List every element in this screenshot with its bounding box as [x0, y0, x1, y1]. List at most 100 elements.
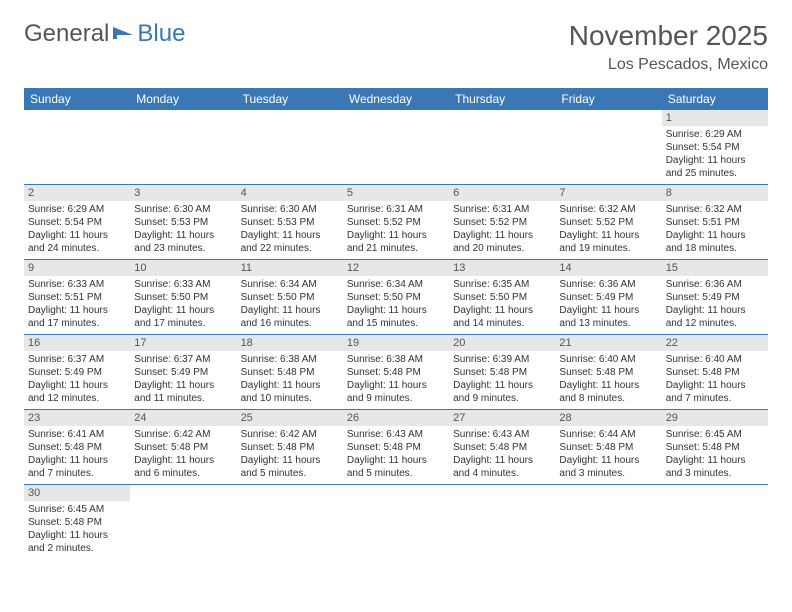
day-info: Sunrise: 6:40 AMSunset: 5:48 PMDaylight:… — [559, 353, 657, 405]
calendar-week-row: 9 Sunrise: 6:33 AMSunset: 5:51 PMDaylight… — [24, 260, 768, 335]
sunset-text: Sunset: 5:48 PM — [28, 516, 126, 529]
daylight-text: Daylight: 11 hours and 2 minutes. — [28, 529, 126, 555]
sunset-text: Sunset: 5:48 PM — [453, 441, 551, 454]
sunrise-text: Sunrise: 6:40 AM — [666, 353, 764, 366]
calendar-day-cell: 3Sunrise: 6:30 AMSunset: 5:53 PMDaylight… — [130, 185, 236, 260]
calendar-day-cell: 29 Sunrise: 6:45 AMSunset: 5:48 PMDayligh… — [662, 410, 768, 485]
sunrise-text: Sunrise: 6:43 AM — [347, 428, 445, 441]
calendar-day-cell: 11Sunrise: 6:34 AMSunset: 5:50 PMDayligh… — [237, 260, 343, 335]
daylight-text: Daylight: 11 hours and 25 minutes. — [666, 154, 764, 180]
calendar-table: SundayMondayTuesdayWednesdayThursdayFrid… — [24, 88, 768, 559]
sunrise-text: Sunrise: 6:44 AM — [559, 428, 657, 441]
day-number: 1 — [662, 110, 768, 126]
day-info: Sunrise: 6:36 AMSunset: 5:49 PMDaylight:… — [559, 278, 657, 330]
day-info: Sunrise: 6:33 AMSunset: 5:51 PMDaylight:… — [28, 278, 126, 330]
calendar-body: 1Sunrise: 6:29 AMSunset: 5:54 PMDaylight… — [24, 110, 768, 559]
day-info: Sunrise: 6:31 AMSunset: 5:52 PMDaylight:… — [347, 203, 445, 255]
weekday-header: Saturday — [662, 88, 768, 110]
day-number: 3 — [130, 185, 236, 201]
calendar-day-cell: 30 Sunrise: 6:45 AMSunset: 5:48 PMDayligh… — [24, 485, 130, 560]
calendar-day-cell: 25Sunrise: 6:42 AMSunset: 5:48 PMDayligh… — [237, 410, 343, 485]
sunrise-text: Sunrise: 6:34 AM — [241, 278, 339, 291]
calendar-day-cell: 28Sunrise: 6:44 AMSunset: 5:48 PMDayligh… — [555, 410, 661, 485]
calendar-day-cell: 17Sunrise: 6:37 AMSunset: 5:49 PMDayligh… — [130, 335, 236, 410]
sunset-text: Sunset: 5:50 PM — [241, 291, 339, 304]
sunrise-text: Sunrise: 6:35 AM — [453, 278, 551, 291]
sunrise-text: Sunrise: 6:36 AM — [666, 278, 764, 291]
sunset-text: Sunset: 5:49 PM — [134, 366, 232, 379]
day-number: 29 — [662, 410, 768, 426]
sunrise-text: Sunrise: 6:32 AM — [559, 203, 657, 216]
weekday-header: Friday — [555, 88, 661, 110]
calendar-day-cell: 2Sunrise: 6:29 AMSunset: 5:54 PMDaylight… — [24, 185, 130, 260]
day-number: 20 — [449, 335, 555, 351]
calendar-week-row: 1 Sunrise: 6:29 AMSunset: 5:54 PMDaylight… — [24, 110, 768, 185]
day-info: Sunrise: 6:39 AMSunset: 5:48 PMDaylight:… — [453, 353, 551, 405]
sunset-text: Sunset: 5:48 PM — [666, 366, 764, 379]
calendar-day-cell: 4Sunrise: 6:30 AMSunset: 5:53 PMDaylight… — [237, 185, 343, 260]
logo-text-2: Blue — [137, 20, 185, 48]
sunset-text: Sunset: 5:48 PM — [453, 366, 551, 379]
day-info: Sunrise: 6:45 AMSunset: 5:48 PMDaylight:… — [666, 428, 764, 480]
calendar-day-cell — [130, 110, 236, 185]
sunrise-text: Sunrise: 6:29 AM — [28, 203, 126, 216]
day-number: 30 — [24, 485, 130, 501]
title-block: November 2025 Los Pescados, Mexico — [569, 20, 768, 74]
calendar-day-cell — [449, 110, 555, 185]
calendar-day-cell: 19 Sunrise: 6:38 AMSunset: 5:48 PMDayligh… — [343, 335, 449, 410]
day-info: Sunrise: 6:33 AMSunset: 5:50 PMDaylight:… — [134, 278, 232, 330]
daylight-text: Daylight: 11 hours and 18 minutes. — [666, 229, 764, 255]
calendar-day-cell: 18 Sunrise: 6:38 AMSunset: 5:48 PMDayligh… — [237, 335, 343, 410]
daylight-text: Daylight: 11 hours and 15 minutes. — [347, 304, 445, 330]
sunset-text: Sunset: 5:48 PM — [559, 366, 657, 379]
daylight-text: Daylight: 11 hours and 14 minutes. — [453, 304, 551, 330]
day-number: 15 — [662, 260, 768, 276]
day-number: 4 — [237, 185, 343, 201]
sunset-text: Sunset: 5:48 PM — [347, 441, 445, 454]
daylight-text: Daylight: 11 hours and 12 minutes. — [28, 379, 126, 405]
sunrise-text: Sunrise: 6:45 AM — [28, 503, 126, 516]
day-info: Sunrise: 6:40 AMSunset: 5:48 PMDaylight:… — [666, 353, 764, 405]
calendar-day-cell — [24, 110, 130, 185]
day-number: 19 — [343, 335, 449, 351]
calendar-week-row: 16Sunrise: 6:37 AMSunset: 5:49 PMDayligh… — [24, 335, 768, 410]
sunrise-text: Sunrise: 6:33 AM — [28, 278, 126, 291]
sunrise-text: Sunrise: 6:31 AM — [453, 203, 551, 216]
day-number: 18 — [237, 335, 343, 351]
sunrise-text: Sunrise: 6:45 AM — [666, 428, 764, 441]
sunset-text: Sunset: 5:49 PM — [666, 291, 764, 304]
daylight-text: Daylight: 11 hours and 17 minutes. — [134, 304, 232, 330]
calendar-day-cell: 13Sunrise: 6:35 AMSunset: 5:50 PMDayligh… — [449, 260, 555, 335]
day-info: Sunrise: 6:44 AMSunset: 5:48 PMDaylight:… — [559, 428, 657, 480]
sunset-text: Sunset: 5:51 PM — [666, 216, 764, 229]
day-info: Sunrise: 6:29 AMSunset: 5:54 PMDaylight:… — [666, 128, 764, 180]
day-number: 5 — [343, 185, 449, 201]
daylight-text: Daylight: 11 hours and 5 minutes. — [347, 454, 445, 480]
day-info: Sunrise: 6:35 AMSunset: 5:50 PMDaylight:… — [453, 278, 551, 330]
sunset-text: Sunset: 5:54 PM — [28, 216, 126, 229]
day-number: 7 — [555, 185, 661, 201]
day-info: Sunrise: 6:38 AMSunset: 5:48 PMDaylight:… — [241, 353, 339, 405]
sunrise-text: Sunrise: 6:42 AM — [241, 428, 339, 441]
daylight-text: Daylight: 11 hours and 7 minutes. — [28, 454, 126, 480]
daylight-text: Daylight: 11 hours and 20 minutes. — [453, 229, 551, 255]
weekday-header: Thursday — [449, 88, 555, 110]
sunrise-text: Sunrise: 6:33 AM — [134, 278, 232, 291]
sunrise-text: Sunrise: 6:30 AM — [134, 203, 232, 216]
calendar-day-cell: 8Sunrise: 6:32 AMSunset: 5:51 PMDaylight… — [662, 185, 768, 260]
day-number: 17 — [130, 335, 236, 351]
daylight-text: Daylight: 11 hours and 10 minutes. — [241, 379, 339, 405]
sunset-text: Sunset: 5:48 PM — [559, 441, 657, 454]
sunset-text: Sunset: 5:50 PM — [347, 291, 445, 304]
day-info: Sunrise: 6:38 AMSunset: 5:48 PMDaylight:… — [347, 353, 445, 405]
day-number: 10 — [130, 260, 236, 276]
sunrise-text: Sunrise: 6:43 AM — [453, 428, 551, 441]
day-number: 9 — [24, 260, 130, 276]
sunrise-text: Sunrise: 6:41 AM — [28, 428, 126, 441]
calendar-day-cell — [555, 485, 661, 560]
sunrise-text: Sunrise: 6:40 AM — [559, 353, 657, 366]
day-number: 21 — [555, 335, 661, 351]
daylight-text: Daylight: 11 hours and 23 minutes. — [134, 229, 232, 255]
day-info: Sunrise: 6:34 AMSunset: 5:50 PMDaylight:… — [347, 278, 445, 330]
daylight-text: Daylight: 11 hours and 7 minutes. — [666, 379, 764, 405]
